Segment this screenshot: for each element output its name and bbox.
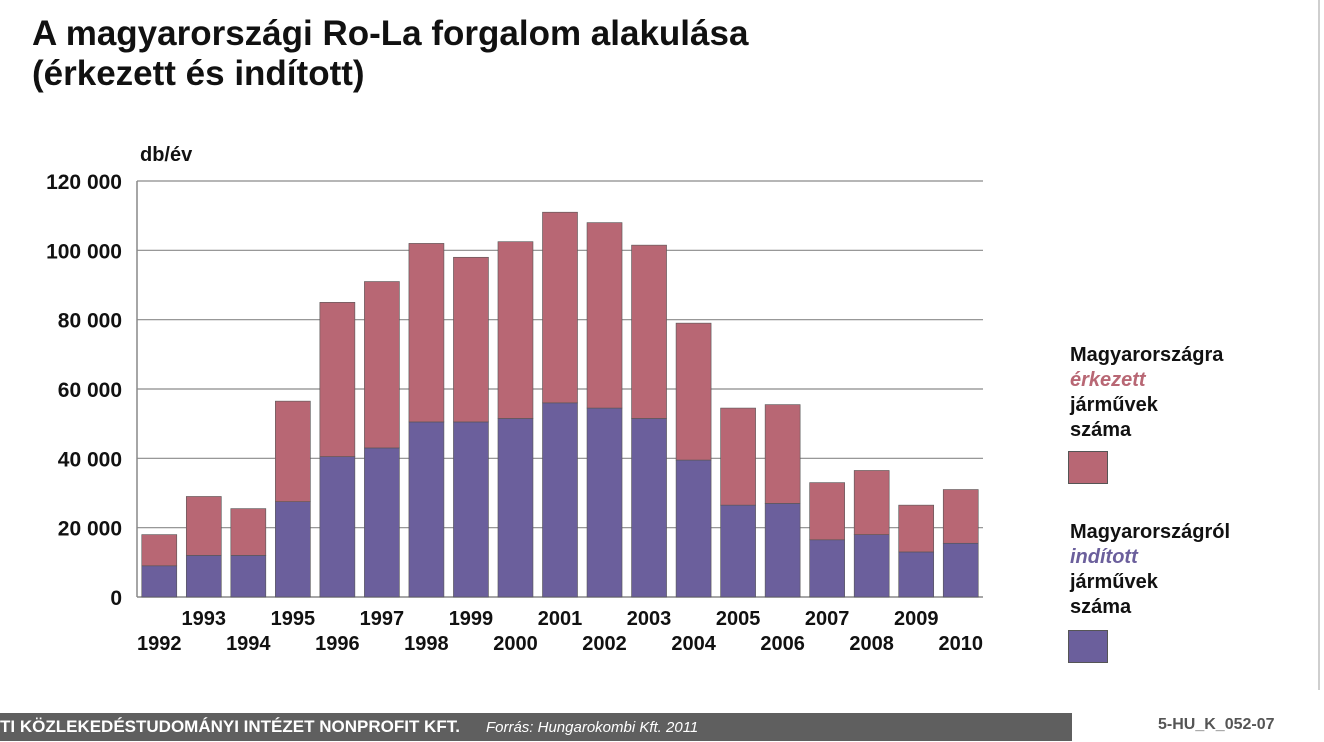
y-tick-label: 120 000 — [46, 171, 122, 194]
bar-segment-departed — [853, 534, 890, 598]
bar-segment-received — [141, 534, 178, 567]
bar-segment-received — [853, 470, 890, 535]
x-tick-label: 1996 — [315, 633, 360, 655]
bar-segment-received — [319, 302, 356, 457]
y-tick-label: 0 — [110, 587, 122, 610]
legend-departed-swatch — [1068, 630, 1108, 663]
x-tick-label: 2007 — [805, 608, 850, 630]
bar-segment-received — [764, 404, 801, 504]
bar-segment-received — [898, 504, 935, 553]
bar-segment-departed — [141, 565, 178, 598]
bar-segment-received — [631, 244, 667, 419]
bar-segment-received — [542, 211, 578, 404]
x-tick-label: 2009 — [894, 608, 939, 630]
legend-received-line-4: száma — [1070, 419, 1132, 441]
legend-departed-line-2: indított — [1070, 546, 1138, 568]
y-tick-label: 40 000 — [58, 448, 122, 471]
bar-segment-received — [275, 400, 311, 502]
legend-departed-line-1: Magyarországról — [1070, 521, 1231, 543]
bar-segment-departed — [319, 456, 356, 598]
bar-segment-received — [453, 256, 489, 423]
legend-departed-line-4: száma — [1070, 596, 1132, 618]
x-tick-label: 2008 — [849, 633, 894, 655]
bar-segment-departed — [675, 459, 712, 598]
bar-segment-received — [185, 496, 222, 556]
y-tick-label: 20 000 — [58, 518, 122, 541]
bar-segment-received — [364, 281, 400, 449]
legend-received-label: Magyarországra érkezett járművek száma — [1070, 343, 1223, 443]
chart-title-line-2: (érkezett és indított) — [32, 54, 365, 93]
legend-received-line-3: járművek — [1070, 394, 1158, 416]
footer-organization: TI KÖZLEKEDÉSTUDOMÁNYI INTÉZET NONPROFIT… — [0, 717, 460, 736]
bar-segment-departed — [764, 503, 801, 598]
x-tick-label: 2003 — [627, 608, 672, 630]
bar-segment-departed — [185, 555, 222, 598]
x-tick-label: 1995 — [271, 608, 316, 630]
document-code: 5-HU_K_052-07 — [1158, 716, 1275, 733]
x-tick-label: 2010 — [938, 633, 983, 655]
x-tick-label: 2002 — [582, 633, 627, 655]
x-tick-label: 1997 — [360, 608, 405, 630]
y-tick-label: 100 000 — [46, 240, 122, 263]
chart-title: A magyarországi Ro-La forgalom alakulása… — [32, 14, 748, 94]
x-tick-label: 1998 — [404, 633, 449, 655]
bar-segment-departed — [898, 551, 935, 598]
bar-segment-departed — [809, 539, 845, 598]
bar-segment-departed — [364, 447, 400, 598]
bar-segment-departed — [720, 504, 756, 598]
y-tick-label: 80 000 — [58, 310, 122, 333]
bar-segment-received — [942, 489, 979, 544]
chart-title-line-1: A magyarországi Ro-La forgalom alakulása — [32, 14, 749, 53]
stacked-bar-chart: 0 20 000 40 000 60 000 80 000 100 000 120 000 d… — [46, 144, 983, 655]
bar-segment-received — [497, 241, 534, 419]
bar-segment-received — [230, 508, 267, 556]
x-tick-label: 2000 — [493, 633, 538, 655]
x-tick-label: 1999 — [449, 608, 494, 630]
bar-segment-departed — [275, 501, 311, 598]
legend-departed-label: Magyarországról indított járművek száma — [1070, 520, 1230, 620]
bar-segment-departed — [497, 418, 534, 598]
legend-received-swatch — [1068, 451, 1108, 484]
bar-segment-departed — [631, 418, 667, 598]
bar-segment-received — [586, 222, 623, 409]
legend-received-line-1: Magyarországra — [1070, 344, 1224, 366]
y-tick-label: 60 000 — [58, 379, 122, 402]
bar-segment-departed — [942, 542, 979, 598]
legend-departed-line-3: járművek — [1070, 571, 1158, 593]
footer-source: Forrás: Hungarokombi Kft. 2011 — [485, 719, 699, 736]
x-tick-label: 1992 — [137, 633, 182, 655]
bar-segment-departed — [453, 421, 489, 598]
bar-segment-received — [408, 243, 445, 423]
bar-segment-received — [675, 322, 712, 461]
footer-bar: TI KÖZLEKEDÉSTUDOMÁNYI INTÉZET NONPROFIT… — [0, 713, 1072, 741]
bar-segment-departed — [586, 407, 623, 598]
x-tick-label: 1993 — [182, 608, 227, 630]
x-tick-label: 2005 — [716, 608, 761, 630]
x-tick-label: 2001 — [538, 608, 583, 630]
bar-segment-departed — [542, 402, 578, 598]
bar-segment-departed — [408, 421, 445, 598]
bar-segment-received — [720, 407, 756, 506]
page-right-border — [1318, 0, 1320, 690]
x-tick-label: 1994 — [226, 633, 271, 655]
legend-received-line-2: érkezett — [1070, 369, 1146, 391]
x-tick-label: 2006 — [760, 633, 805, 655]
y-axis-label: db/év — [140, 144, 193, 166]
x-tick-label: 2004 — [671, 633, 716, 655]
bar-segment-received — [809, 482, 845, 541]
bar-segment-departed — [230, 555, 267, 598]
